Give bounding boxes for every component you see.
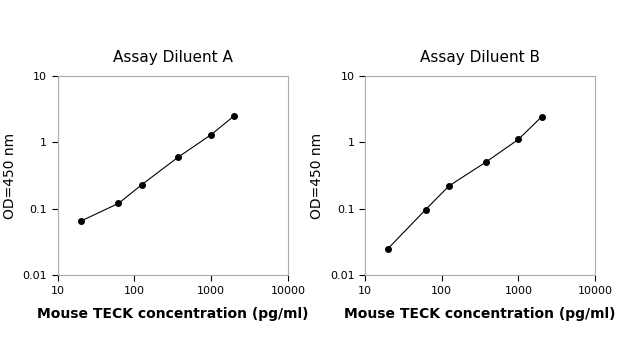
Title: Assay Diluent B: Assay Diluent B	[420, 50, 540, 65]
Y-axis label: OD=450 nm: OD=450 nm	[310, 132, 324, 218]
X-axis label: Mouse TECK concentration (pg/ml): Mouse TECK concentration (pg/ml)	[344, 307, 616, 321]
Title: Assay Diluent A: Assay Diluent A	[113, 50, 233, 65]
Y-axis label: OD=450 nm: OD=450 nm	[3, 132, 17, 218]
X-axis label: Mouse TECK concentration (pg/ml): Mouse TECK concentration (pg/ml)	[37, 307, 308, 321]
